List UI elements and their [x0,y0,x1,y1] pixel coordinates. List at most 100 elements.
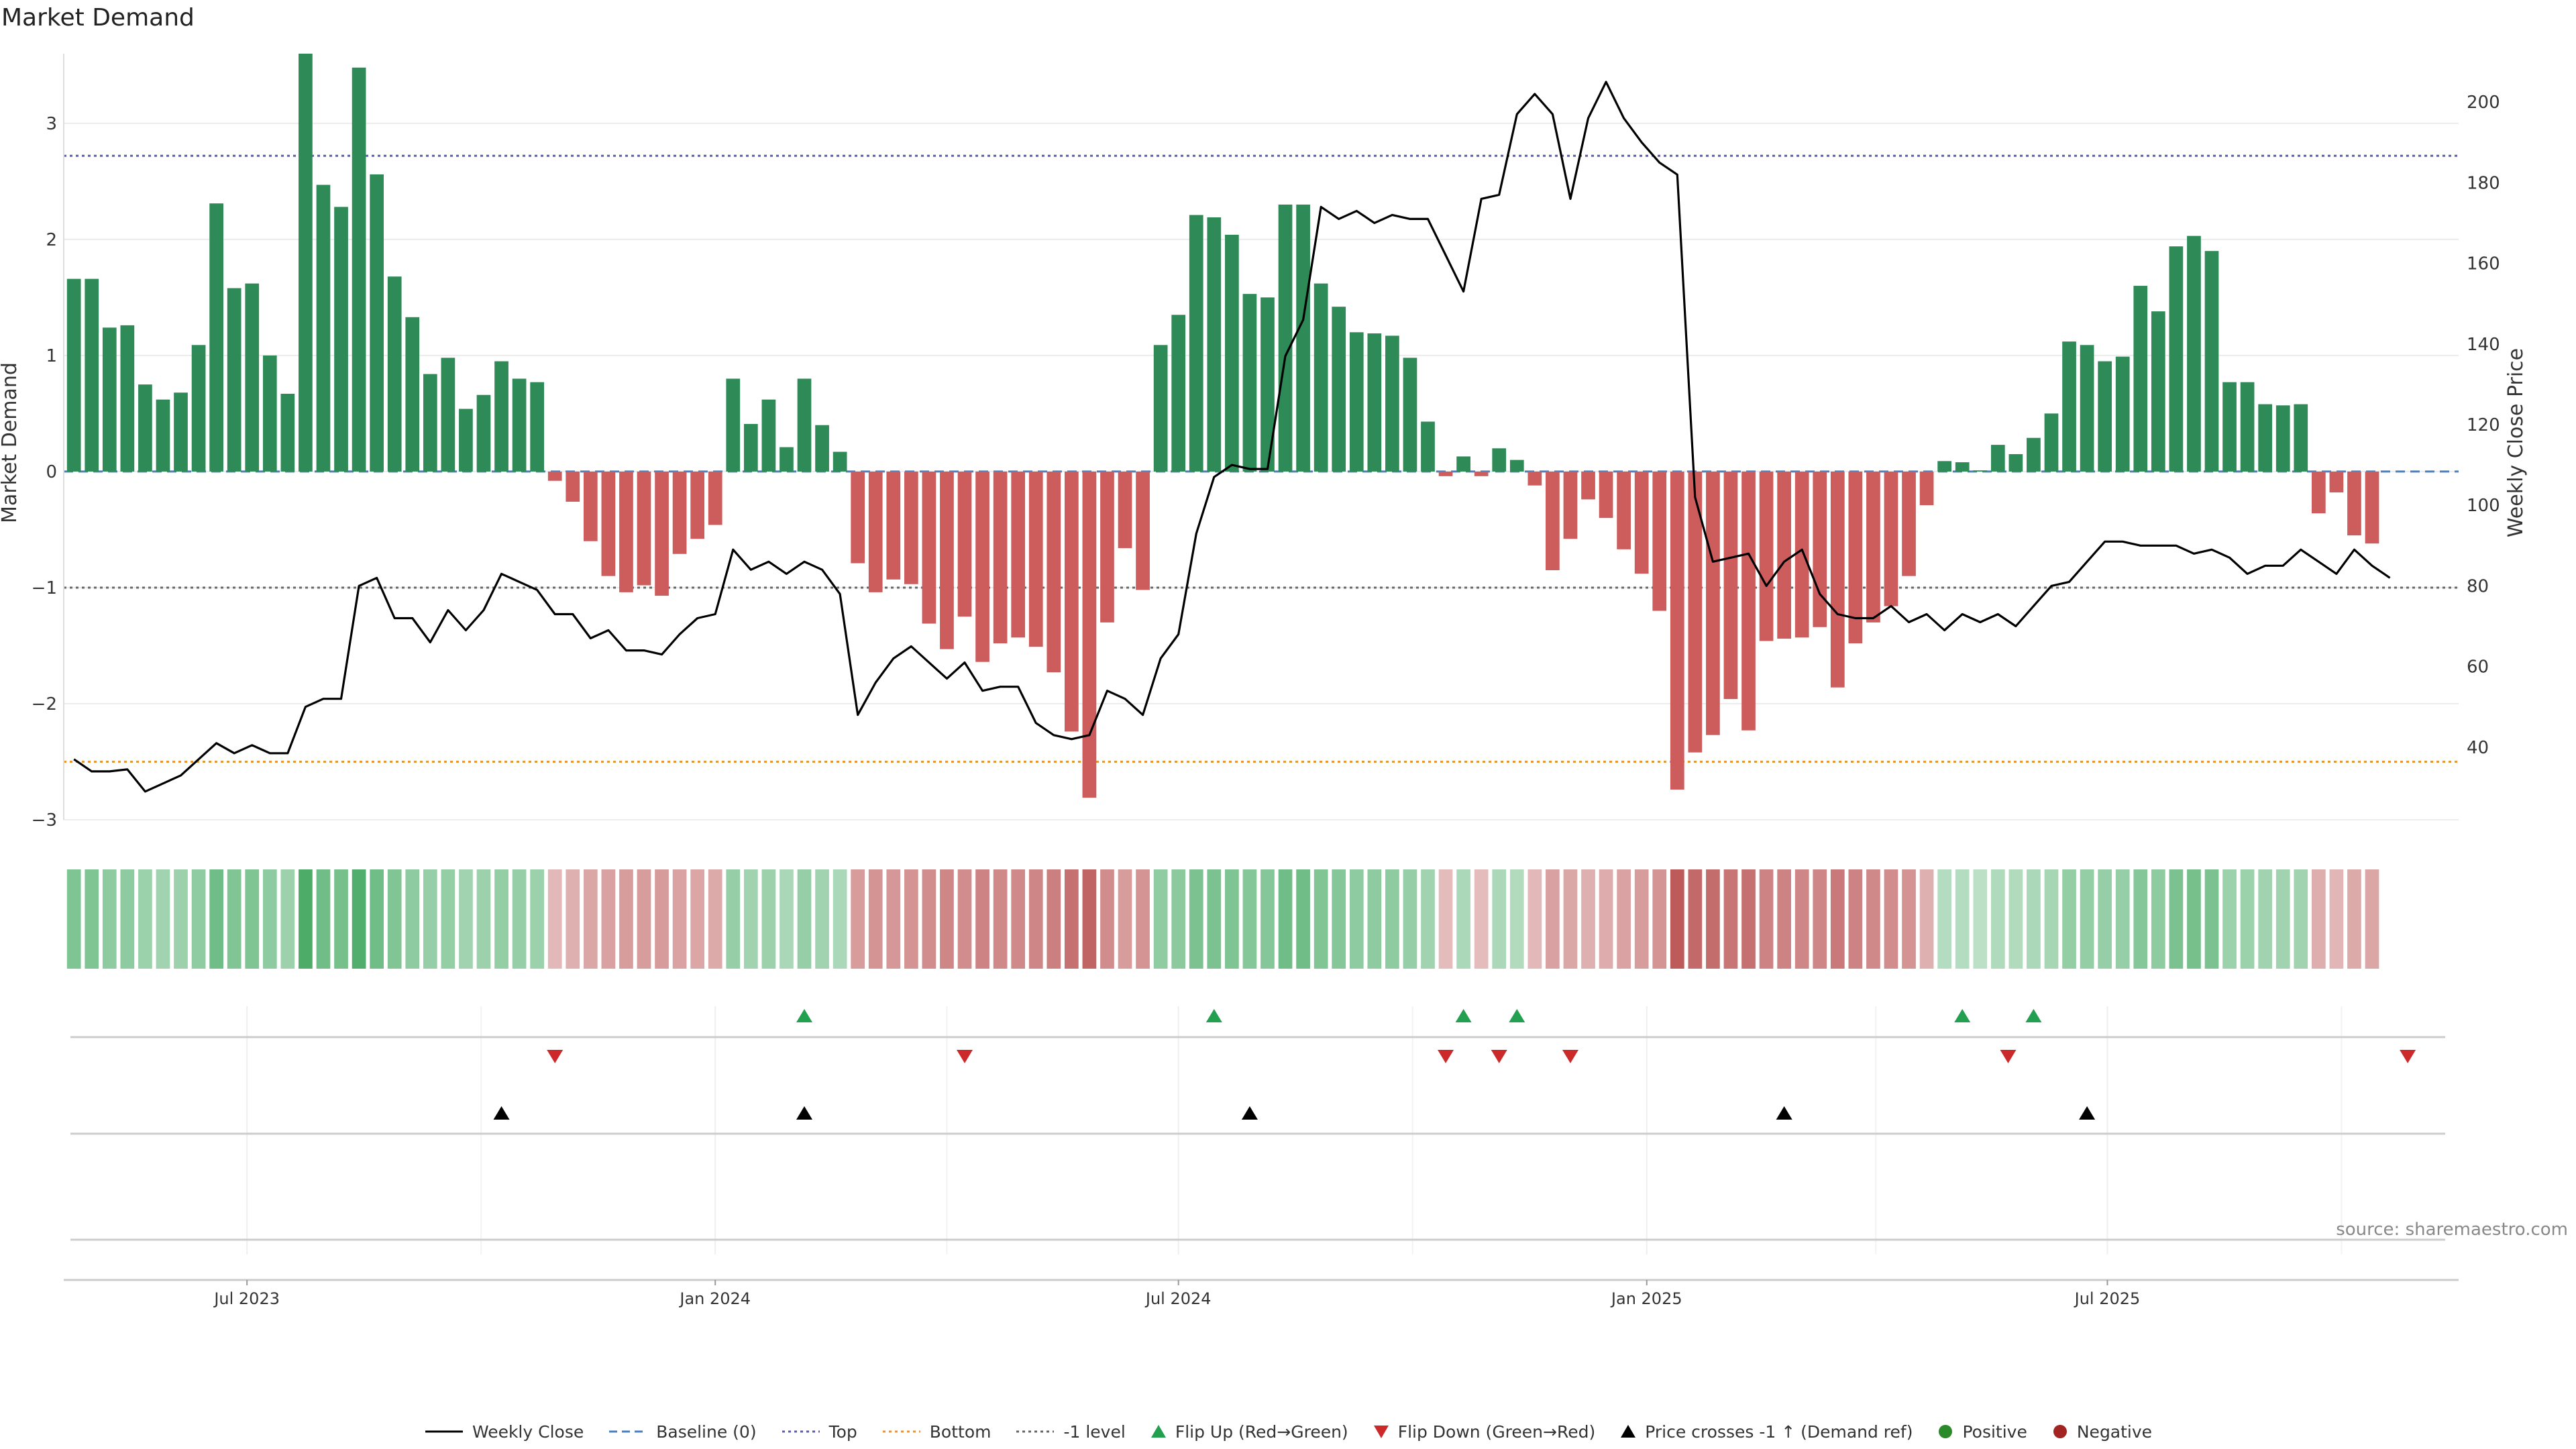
reference-lines-layer [64,154,2459,763]
x-tick-label: Jan 2024 [678,1289,751,1308]
demand-bar-positive [1171,315,1186,472]
heat-cell [1474,869,1489,969]
price-cross-marker [1241,1106,1258,1120]
flip-down-marker [1562,1050,1578,1063]
demand-bar-negative [1563,471,1578,539]
y2-tick-label: 180 [2467,173,2500,193]
heat-cell [1171,869,1186,969]
heat-cell [1723,869,1738,969]
demand-bar-negative [601,471,616,576]
demand-bar-negative [1065,471,1079,732]
demand-bar-positive [2044,413,2059,472]
heat-cell [1118,869,1132,969]
heat-cell [423,869,437,969]
demand-bar-positive [494,361,508,472]
heat-cell [619,869,633,969]
y2-tick-label: 60 [2467,657,2489,678]
demand-bar-positive [2151,311,2165,472]
legend-label: Baseline (0) [656,1421,757,1442]
demand-bar-negative [1723,471,1738,700]
demand-bar-negative [1581,471,1595,500]
heat-cell [1652,869,1667,969]
heat-cell [1278,869,1293,969]
heat-cell [1046,869,1061,969]
y2-tick-label: 80 [2467,576,2489,596]
heat-cell [1100,869,1114,969]
demand-bar-positive [2240,382,2255,472]
y2-tick-label: 120 [2467,415,2500,435]
demand-bar-positive [1332,307,1346,472]
demand-bar-positive [797,378,812,472]
demand-bar-positive [1955,462,1970,472]
demand-bar-negative [655,471,669,596]
price-cross-marker [2079,1106,2096,1120]
demand-bar-positive [1937,461,1952,472]
heat-cell [1349,869,1364,969]
demand-bar-negative [1777,471,1791,639]
heat-cell [1492,869,1507,969]
heat-cell [1296,869,1310,969]
heat-cell [583,869,598,969]
heat-cell [1706,869,1720,969]
heat-cell [1456,869,1470,969]
heat-cell [1937,869,1952,969]
demand-bar-negative [975,471,989,662]
heat-cell [815,869,829,969]
heat-cell [708,869,722,969]
demand-bar-positive [102,327,117,472]
demand-bar-negative [1527,471,1542,486]
heat-cell [174,869,188,969]
heat-cell [797,869,812,969]
heat-cell [1990,869,2005,969]
heat-cell [743,869,758,969]
demand-bar-negative [1599,471,1613,519]
demand-bar-positive [2222,382,2237,472]
heat-cell [2311,869,2326,969]
heat-cell [1136,869,1150,969]
y2-tick-label: 40 [2467,738,2489,758]
demand-bar-positive [530,382,545,472]
flip-up-marker [1954,1009,1971,1022]
y2-axis-label: Weekly Close Price [2504,348,2528,537]
legend-item: Weekly Close [424,1422,584,1442]
demand-bar-positive [1421,421,1435,472]
y-tick-label: −2 [32,694,57,714]
demand-bar-positive [262,355,277,472]
heat-strip-layer [66,869,2379,969]
heat-cell [1777,869,1791,969]
demand-bar-negative [619,471,633,592]
demand-bar-positive [2275,405,2290,472]
heat-cell [1955,869,1970,969]
demand-bar-negative [851,471,865,564]
y-tick-label: 3 [46,114,57,134]
heat-cell [601,869,616,969]
heat-cell [833,869,847,969]
heat-cell [780,869,794,969]
demand-bar-positive [405,317,420,472]
demand-bar-positive [1313,283,1328,472]
demand-bar-positive [1367,333,1382,472]
heat-cell [138,869,152,969]
legend-swatch [1939,1425,1953,1438]
heat-cell [1011,869,1026,969]
demand-bar-positive [761,399,776,472]
heat-cell [120,869,135,969]
heat-cell [655,869,669,969]
legend-item: Top [781,1422,857,1442]
heat-cell [1581,869,1595,969]
demand-bar-positive [815,425,829,472]
heat-cell [1973,869,1988,969]
demand-bar-negative [1741,471,1756,731]
demand-bar-negative [1866,471,1880,623]
y-tick-label: −3 [32,810,57,830]
heat-cell [2151,869,2165,969]
event-markers-layer [70,1009,2445,1241]
heat-cell [2008,869,2023,969]
demand-bar-positive [85,278,99,472]
legend-item: Negative [2051,1422,2152,1442]
demand-bar-positive [1385,335,1399,472]
demand-bar-positive [156,399,170,472]
heat-cell [2258,869,2273,969]
demand-bar-negative [690,471,705,539]
